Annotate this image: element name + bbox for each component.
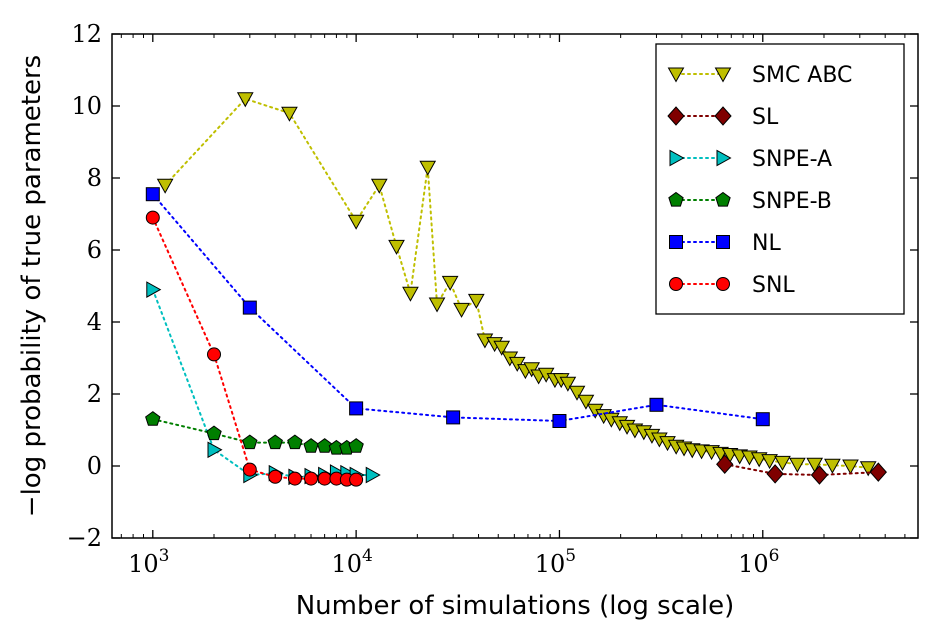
data-point-snl [207, 347, 222, 362]
legend-marker-nl [716, 235, 730, 249]
data-point-smc-abc [806, 457, 824, 473]
data-point-smc-abc [419, 160, 437, 176]
data-point-nl [349, 401, 364, 416]
data-point-snpe-a [365, 466, 381, 484]
legend-entry-smc-abc: SMC ABC [667, 63, 852, 88]
legend-marker-snl [716, 277, 730, 291]
data-point-smc-abc [370, 178, 388, 194]
series-line-snl [151, 216, 358, 481]
y-tick-label: −2 [67, 524, 102, 552]
data-point-sl [810, 465, 829, 485]
data-point-smc-abc [388, 239, 405, 255]
data-point-smc-abc [774, 455, 791, 471]
series-nl [145, 187, 770, 428]
data-point-nl [446, 410, 461, 425]
legend-marker-snpe-b [668, 191, 684, 207]
legend-label-sl: SL [752, 105, 779, 130]
data-point-sl [869, 462, 887, 482]
series-sl [716, 454, 887, 485]
data-point-snpe-b [242, 434, 258, 450]
legend-entry-snpe-a: SNPE-A [669, 147, 832, 172]
y-tick-label: 8 [87, 164, 102, 192]
data-point-smc-abc [281, 106, 298, 122]
data-point-smc-abc [428, 297, 446, 313]
y-tick-label: 4 [87, 308, 102, 336]
legend-marker-nl [669, 235, 683, 249]
legend-entry-nl: NL [669, 231, 781, 256]
y-tick-label: 0 [87, 452, 102, 480]
legend-marker-snl [669, 277, 683, 291]
legend-marker-sl [667, 106, 685, 126]
legend-marker-smc-abc [667, 67, 685, 83]
series-snl [145, 210, 364, 487]
legend-entry-snl: SNL [669, 273, 795, 298]
legend-marker-snpe-a [716, 149, 732, 167]
data-point-nl [755, 412, 770, 427]
data-point-smc-abc [402, 286, 419, 302]
data-point-snpe-b [145, 411, 161, 426]
y-tick-label: 6 [87, 236, 102, 264]
legend: SMC ABC SL SNPE-A SNPE-B NL SNL [655, 43, 905, 315]
plot-frame [111, 33, 919, 539]
data-point-smc-abc [568, 385, 586, 401]
data-point-smc-abc [453, 302, 470, 318]
data-point-smc-abc [577, 394, 595, 410]
data-point-nl [649, 397, 664, 412]
data-point-smc-abc [789, 457, 806, 473]
series-smc-abc [156, 92, 877, 477]
legend-box [655, 43, 905, 315]
y-tick-label: 12 [71, 20, 102, 48]
series-line-sl [723, 463, 880, 477]
data-point-smc-abc [467, 293, 485, 309]
data-point-smc-abc [493, 340, 511, 356]
data-point-smc-abc [859, 461, 877, 477]
data-point-smc-abc [347, 214, 365, 230]
series-snpe-b [145, 411, 364, 455]
series-layer [145, 92, 887, 487]
data-point-smc-abc [559, 376, 577, 392]
data-point-sl [766, 464, 784, 484]
data-point-nl [552, 414, 567, 428]
data-point-snl [287, 471, 302, 486]
legend-label-nl: NL [752, 231, 781, 256]
legend-entry-sl: SL [667, 105, 779, 130]
data-point-snpe-a [207, 441, 223, 459]
data-point-smc-abc [842, 459, 859, 475]
legend-marker-sl [714, 106, 732, 126]
data-point-smc-abc [236, 92, 254, 108]
legend-marker-snpe-b [715, 191, 731, 207]
data-point-snpe-b [316, 438, 333, 453]
legend-label-snpe-a: SNPE-A [752, 147, 832, 172]
data-point-snl [145, 210, 160, 225]
data-point-snpe-a [146, 281, 162, 298]
x-axis-title: Number of simulations (log scale) [296, 591, 735, 621]
data-point-snpe-b [348, 438, 364, 453]
data-point-snpe-b [303, 438, 319, 453]
data-point-sl [716, 454, 734, 474]
data-point-snl [317, 471, 332, 486]
data-point-snl [242, 462, 257, 477]
data-point-snl [304, 471, 319, 486]
data-point-nl [242, 300, 257, 315]
y-tick-label: 2 [87, 380, 102, 408]
data-point-smc-abc [441, 275, 459, 291]
legend-marker-snpe-a [669, 149, 685, 167]
legend-entry-snpe-b: SNPE-B [668, 189, 832, 214]
data-point-snpe-b [267, 434, 283, 450]
legend-label-smc-abc: SMC ABC [752, 63, 852, 88]
y-axis-title: −log probability of true parameters [17, 55, 47, 517]
data-point-snpe-b [287, 434, 303, 450]
legend-marker-smc-abc [714, 67, 732, 83]
legend-label-snpe-b: SNPE-B [752, 189, 832, 214]
data-point-smc-abc [156, 178, 174, 194]
data-point-snpe-b [206, 425, 222, 441]
legend-label-snl: SNL [752, 273, 795, 298]
data-point-nl [145, 187, 160, 202]
data-point-snl [268, 469, 283, 484]
y-tick-label: 10 [71, 92, 102, 120]
data-point-smc-abc [761, 454, 778, 470]
data-point-smc-abc [824, 458, 841, 474]
data-point-snl [349, 472, 364, 487]
